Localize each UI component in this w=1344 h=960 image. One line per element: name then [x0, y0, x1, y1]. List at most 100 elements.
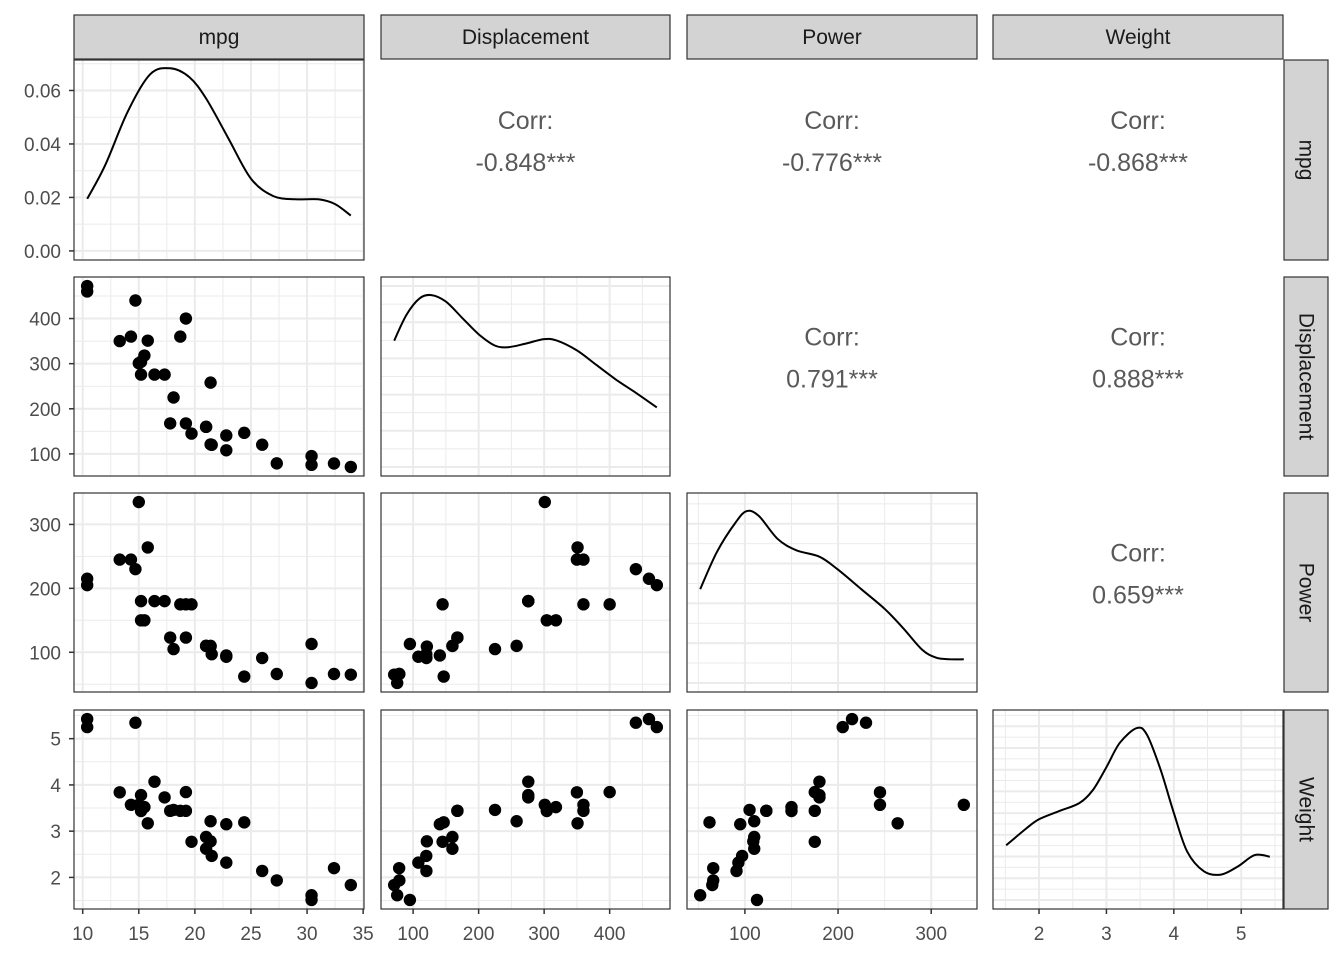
corr-value: 0.791*** — [786, 366, 878, 394]
panel-displacement-displacement — [380, 276, 671, 477]
scatter-point — [327, 861, 341, 875]
scatter-point — [642, 572, 656, 585]
scatter-point — [113, 334, 126, 348]
scatter-point — [134, 368, 148, 381]
scatter-point — [238, 426, 251, 440]
scatter-point — [163, 417, 177, 430]
scatter-point — [392, 861, 406, 875]
scatter-point — [642, 712, 656, 726]
density-curve-displacement — [393, 293, 658, 409]
scatter-point — [393, 667, 406, 681]
panel-power-weight: Corr: 0.659*** — [1092, 540, 1184, 610]
panel-border — [73, 59, 365, 261]
x-tick-label: 100 — [729, 924, 761, 945]
corr-label: Corr: — [1110, 107, 1166, 135]
scatter-point — [522, 594, 535, 608]
scatter-point — [113, 553, 126, 566]
scatter-point — [734, 818, 747, 831]
scatter-point — [204, 835, 217, 848]
scatter-point — [148, 368, 161, 381]
scatter-point — [185, 427, 198, 440]
scatter-point — [650, 720, 664, 734]
strip-right-label: Power — [1295, 563, 1318, 623]
scatter-point — [179, 312, 193, 325]
scatter-point — [957, 798, 971, 812]
strip-top-label: mpg — [199, 26, 240, 49]
strip-top-mpg — [73, 14, 365, 60]
scatter-point — [747, 835, 760, 848]
panel-weight-weight — [992, 709, 1284, 910]
strip-top-weight — [992, 14, 1284, 60]
corr-value: 0.888*** — [1092, 366, 1184, 394]
strip-right-label: mpg — [1295, 140, 1318, 181]
scatter-point — [124, 330, 138, 343]
scatter-point — [163, 631, 177, 644]
scatter-point — [446, 830, 459, 844]
scatter-point — [390, 889, 404, 902]
panel-mpg-mpg — [73, 59, 365, 261]
scatter-point — [305, 637, 318, 651]
scatter-point — [134, 788, 148, 802]
x-tick-label: 300 — [915, 924, 947, 945]
scatter-point — [185, 835, 198, 849]
scatter-point — [220, 856, 233, 869]
y-tick-label: 2 — [50, 868, 61, 889]
scatter-point — [204, 815, 217, 828]
scatter-point — [577, 598, 590, 611]
scatter-point — [570, 553, 584, 566]
strip-right-power — [1283, 492, 1329, 693]
scatter-point — [205, 849, 218, 863]
panel-border — [73, 276, 365, 477]
scatter-point — [451, 804, 464, 818]
scatter-point — [220, 429, 233, 442]
scatter-point — [327, 667, 341, 681]
scatter-point — [148, 594, 161, 608]
scatter-point — [163, 804, 177, 818]
scatter-point — [420, 864, 433, 878]
scatter-point — [129, 716, 142, 729]
panel-weight-power — [686, 709, 978, 910]
y-tick-label: 200 — [29, 400, 61, 421]
scatter-point — [179, 417, 193, 430]
scatter-point — [199, 420, 213, 434]
panel-background — [74, 60, 364, 260]
strip-right-weight — [1283, 709, 1329, 910]
panel-border — [686, 492, 978, 693]
panel-mpg-weight: Corr: -0.868*** — [1088, 107, 1188, 177]
panel-background — [74, 493, 364, 692]
scatter-point — [204, 640, 217, 653]
scatter-point — [255, 651, 269, 665]
scatter-point — [488, 803, 502, 817]
scatter-point — [603, 598, 616, 611]
scatter-point — [134, 614, 148, 627]
scatter-point — [540, 614, 553, 627]
x-tick-label: 20 — [184, 924, 205, 945]
panel-displacement-weight: Corr: 0.888*** — [1092, 324, 1184, 394]
scatter-point — [134, 594, 148, 608]
panels-layer: Corr: -0.848*** Corr: -0.776*** Corr: -0.868*… — [73, 59, 1284, 910]
scatter-point — [707, 874, 720, 887]
density-curve-weight — [1005, 726, 1270, 876]
x-tick-label: 400 — [594, 924, 626, 945]
scatter-point — [577, 798, 590, 812]
strip-right-label: Weight — [1295, 777, 1318, 842]
panel-background — [74, 277, 364, 476]
scatter-point — [813, 775, 826, 788]
scatter-point — [158, 791, 171, 804]
scatter-point — [436, 835, 449, 849]
corr-value: 0.659*** — [1092, 582, 1184, 610]
scatter-point — [693, 889, 707, 902]
y-tick-label: 400 — [29, 310, 61, 331]
scatter-point — [141, 817, 154, 830]
panel-border — [380, 709, 671, 910]
y-tick-label: 0.02 — [24, 188, 61, 209]
panel-border — [380, 276, 671, 477]
scatter-point — [538, 495, 551, 509]
scatter-point — [859, 716, 873, 729]
scatter-point — [124, 553, 138, 566]
panel-background — [687, 710, 977, 909]
corr-label: Corr: — [804, 107, 860, 135]
scatter-point — [179, 804, 193, 818]
strip-right-label: Displacement — [1295, 313, 1318, 440]
scatter-point — [132, 798, 145, 812]
